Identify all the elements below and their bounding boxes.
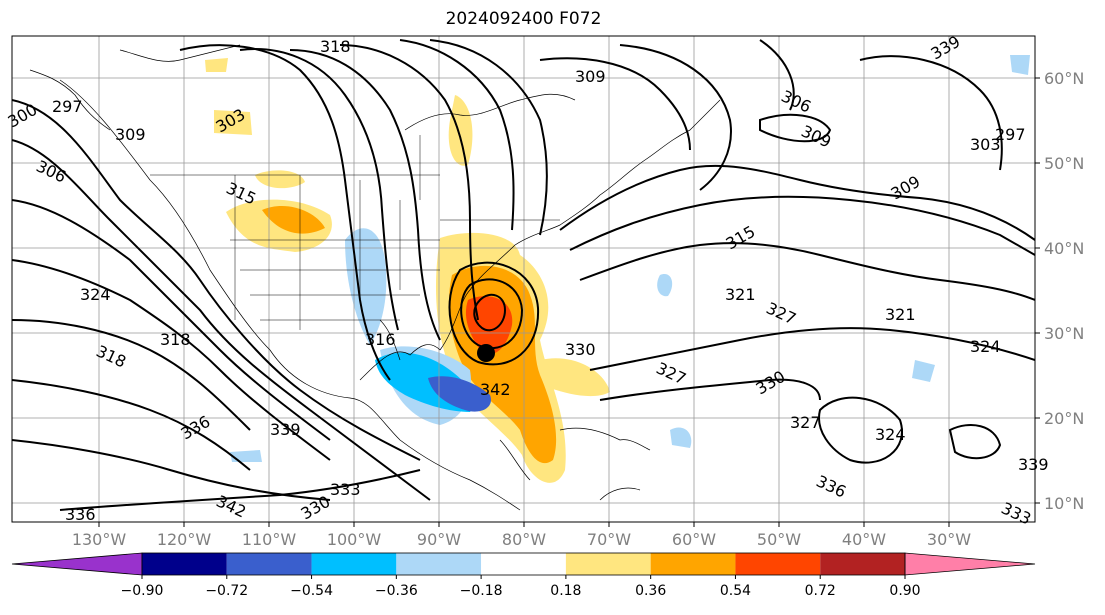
lat-tick-label: 10°N	[1044, 494, 1084, 513]
contour-label: 309	[115, 125, 146, 144]
latitude-ticks: 60°N 50°N 40°N 30°N 20°N 10°N	[1035, 69, 1084, 513]
contour-label: 297	[995, 125, 1026, 144]
contour-label: 297	[52, 97, 83, 116]
colorbar-bin	[565, 553, 651, 575]
colorbar-tick-label: 0.54	[720, 583, 751, 599]
colorbar-bin	[396, 553, 482, 575]
colorbar-bin	[650, 553, 736, 575]
colorbar-extend-low	[11, 552, 143, 576]
colorbar-tick-label: 0.90	[889, 583, 920, 599]
contour-label: 321	[725, 285, 756, 304]
longitude-ticks: 130°W 120°W 110°W 100°W 90°W 80°W 70°W 60°W 50°W…	[72, 522, 971, 549]
colorbar-tick-label: −0.90	[121, 583, 164, 599]
colorbar-bin	[735, 553, 821, 575]
coastlines	[29, 44, 721, 511]
lon-tick-label: 120°W	[157, 530, 212, 549]
lat-tick-label: 20°N	[1044, 409, 1084, 428]
colorbar-bin	[311, 553, 397, 575]
colorbar-bin	[226, 553, 312, 575]
contour-label: 336	[65, 505, 96, 524]
graticule	[12, 36, 1035, 522]
lon-tick-label: 70°W	[587, 530, 631, 549]
lon-tick-label: 80°W	[502, 530, 546, 549]
lat-tick-label: 50°N	[1044, 154, 1084, 173]
lon-tick-label: 130°W	[72, 530, 127, 549]
colorbar: −0.90 −0.72 −0.54 −0.36 −0.18 0.18 0.36 0.54 0.7…	[11, 552, 1036, 599]
contour-label: 324	[970, 337, 1001, 356]
contour-label: 309	[575, 67, 606, 86]
height-contours	[12, 39, 1035, 511]
lon-tick-label: 100°W	[327, 530, 382, 549]
colorbar-tick-label: 0.36	[635, 583, 666, 599]
contour-label: 330	[565, 340, 596, 359]
shading-strong	[465, 296, 513, 354]
storm-center-marker	[477, 344, 495, 362]
contour-label: 327	[790, 413, 821, 432]
lat-tick-label: 30°N	[1044, 324, 1084, 343]
contour-label: 339	[1018, 455, 1049, 474]
colorbar-tick-label: −0.54	[290, 583, 333, 599]
contour-label: 318	[160, 330, 191, 349]
colorbar-tick-label: −0.72	[205, 583, 248, 599]
colorbar-tick-label: 0.18	[550, 583, 581, 599]
borders	[150, 135, 560, 330]
lat-tick-label: 40°N	[1044, 239, 1084, 258]
contour-label: 324	[875, 425, 906, 444]
contour-label: 318	[320, 37, 351, 56]
contour-label: 321	[885, 305, 916, 324]
map-title: 2024092400 F072	[445, 9, 602, 29]
lon-tick-label: 30°W	[927, 530, 971, 549]
lon-tick-label: 110°W	[242, 530, 297, 549]
colorbar-tick-label: 0.72	[805, 583, 836, 599]
map-panel	[12, 36, 1035, 522]
contour-label: 324	[80, 285, 111, 304]
lon-tick-label: 90°W	[417, 530, 461, 549]
colorbar-tick-label: −0.18	[460, 583, 503, 599]
contour-label: 316	[365, 330, 396, 349]
shading-negative-strong	[428, 376, 491, 412]
contour-label: 303	[970, 135, 1001, 154]
colorbar-bin	[481, 553, 566, 575]
contour-label: 342	[480, 380, 511, 399]
colorbar-tick-label: −0.36	[375, 583, 418, 599]
lon-tick-label: 50°W	[757, 530, 801, 549]
contour-label: 339	[270, 420, 301, 439]
lon-tick-label: 60°W	[672, 530, 716, 549]
lon-tick-label: 40°W	[842, 530, 886, 549]
colorbar-extend-high	[904, 552, 1036, 576]
contour-label: 333	[330, 480, 361, 499]
lat-tick-label: 60°N	[1044, 69, 1084, 88]
colorbar-bin	[820, 553, 905, 575]
colorbar-bin	[142, 553, 227, 575]
